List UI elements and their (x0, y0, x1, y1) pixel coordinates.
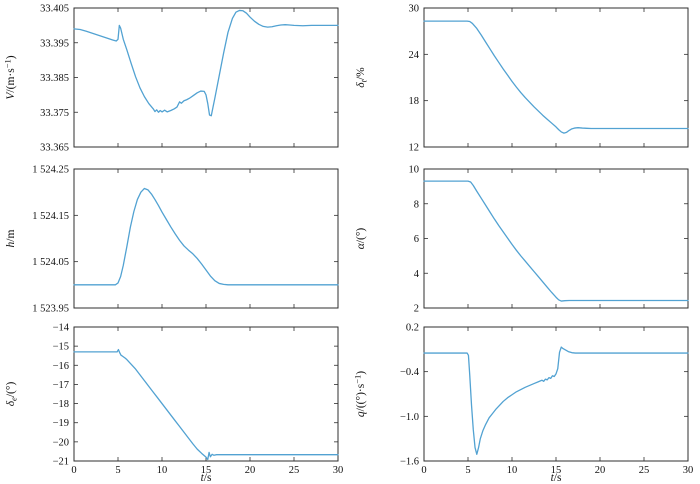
x-tick-label: 25 (289, 465, 300, 476)
axis-box (73, 168, 339, 309)
y-tick-label: 18 (409, 96, 420, 107)
y-tick-label: −0.4 (400, 367, 420, 378)
x-axis-label: t/s (551, 472, 562, 484)
axis-box (73, 326, 339, 462)
y-tick-label: −21 (53, 457, 69, 468)
x-axis-label: t/s (201, 472, 212, 484)
x-tick-label: 20 (245, 465, 256, 476)
chart-throttle: 30 24 18 12 δt/% (350, 0, 700, 161)
chart-altitude: 1 524.25 1 524.15 1 524.05 1 523.95 h/m (0, 161, 350, 322)
y-tick-label: 6 (414, 234, 419, 245)
x-tick-label: 5 (465, 465, 470, 476)
y-tick-label: −17 (53, 380, 69, 391)
x-tick-label: 10 (507, 465, 518, 476)
y-tick-label: 33.365 (40, 143, 69, 154)
y-tick-label: 12 (409, 143, 420, 154)
x-tick-label: 15 (551, 465, 562, 476)
series-line-airspeed (73, 9, 339, 117)
y-tick-label: 1 523.95 (32, 304, 69, 315)
y-tick-label: 30 (409, 4, 420, 15)
chart-airspeed: 33.405 33.395 33.385 33.375 33.365 V/(m·s−1) (0, 0, 350, 161)
y-tick-label: 8 (414, 199, 419, 210)
axis-box (423, 168, 689, 309)
chart-svg-angle-of-attack: 10 8 6 4 2 α/(°) (355, 165, 689, 315)
y-axis-label: V/(m·s−1) (3, 55, 18, 99)
axis-box (73, 7, 339, 148)
y-axis-label: h/m (5, 230, 17, 248)
chart-svg-elevator: 0 5 10 15 20 25 30 −14 −15 −16 −17 −18 −19 −20 −21 δe/(… (5, 323, 344, 484)
series-line-angle-of-attack (423, 180, 689, 302)
x-tick-label: 30 (333, 465, 344, 476)
x-tick-label: 0 (421, 465, 426, 476)
chart-svg-altitude: 1 524.25 1 524.15 1 524.05 1 523.95 h/m (5, 165, 339, 315)
y-tick-label: −19 (53, 418, 69, 429)
y-tick-label: 33.405 (40, 4, 69, 15)
chart-pitch-rate: 0 5 10 15 20 25 30 0.2 −0.4 −1.0 −1.6 q/((°)·s−1) t/… (350, 322, 700, 484)
y-tick-label: −18 (53, 399, 69, 410)
y-axis-label: q/((°)·s−1) (353, 371, 368, 417)
series-line-pitch-rate (423, 346, 689, 455)
y-tick-label: 4 (414, 269, 420, 280)
y-tick-label: −1.0 (400, 412, 419, 423)
y-tick-label: 10 (409, 165, 420, 176)
y-tick-label: 33.375 (40, 108, 69, 119)
series-line-altitude (73, 187, 339, 286)
y-tick-label: 2 (414, 304, 419, 315)
y-tick-label: −15 (53, 342, 69, 353)
series-line-throttle (423, 20, 689, 134)
x-tick-label: 0 (71, 465, 76, 476)
axis-box (423, 326, 689, 462)
y-axis-label: δe/(°) (5, 382, 19, 407)
y-tick-label: 33.395 (40, 38, 69, 49)
y-tick-label: −16 (53, 361, 69, 372)
series-line-elevator (73, 348, 339, 461)
x-tick-label: 5 (115, 465, 120, 476)
chart-svg-airspeed: 33.405 33.395 33.385 33.375 33.365 V/(m·s−1) (3, 4, 339, 154)
chart-elevator: 0 5 10 15 20 25 30 −14 −15 −16 −17 −18 −19 −20 −21 δe/(… (0, 322, 350, 484)
y-tick-label: 1 524.15 (32, 211, 69, 222)
y-tick-label: 1 524.25 (32, 165, 69, 176)
y-tick-label: 24 (409, 50, 420, 61)
chart-angle-of-attack: 10 8 6 4 2 α/(°) (350, 161, 700, 322)
x-tick-label: 15 (201, 465, 212, 476)
chart-svg-throttle: 30 24 18 12 δt/% (355, 4, 689, 154)
y-tick-label: 33.385 (40, 73, 69, 84)
y-tick-label: −14 (53, 323, 70, 334)
x-tick-label: 20 (595, 465, 606, 476)
y-tick-label: −1.6 (400, 457, 419, 468)
y-tick-label: −20 (53, 437, 69, 448)
x-tick-label: 10 (157, 465, 168, 476)
y-tick-label: 0.2 (406, 323, 419, 334)
y-axis-label: α/(°) (355, 228, 367, 250)
x-tick-label: 25 (639, 465, 650, 476)
y-axis-label: δt/% (355, 67, 369, 88)
y-tick-label: 1 524.05 (32, 257, 69, 268)
chart-svg-pitch-rate: 0 5 10 15 20 25 30 0.2 −0.4 −1.0 −1.6 q/((°)·s−1) t/… (353, 323, 694, 484)
x-tick-label: 30 (683, 465, 694, 476)
